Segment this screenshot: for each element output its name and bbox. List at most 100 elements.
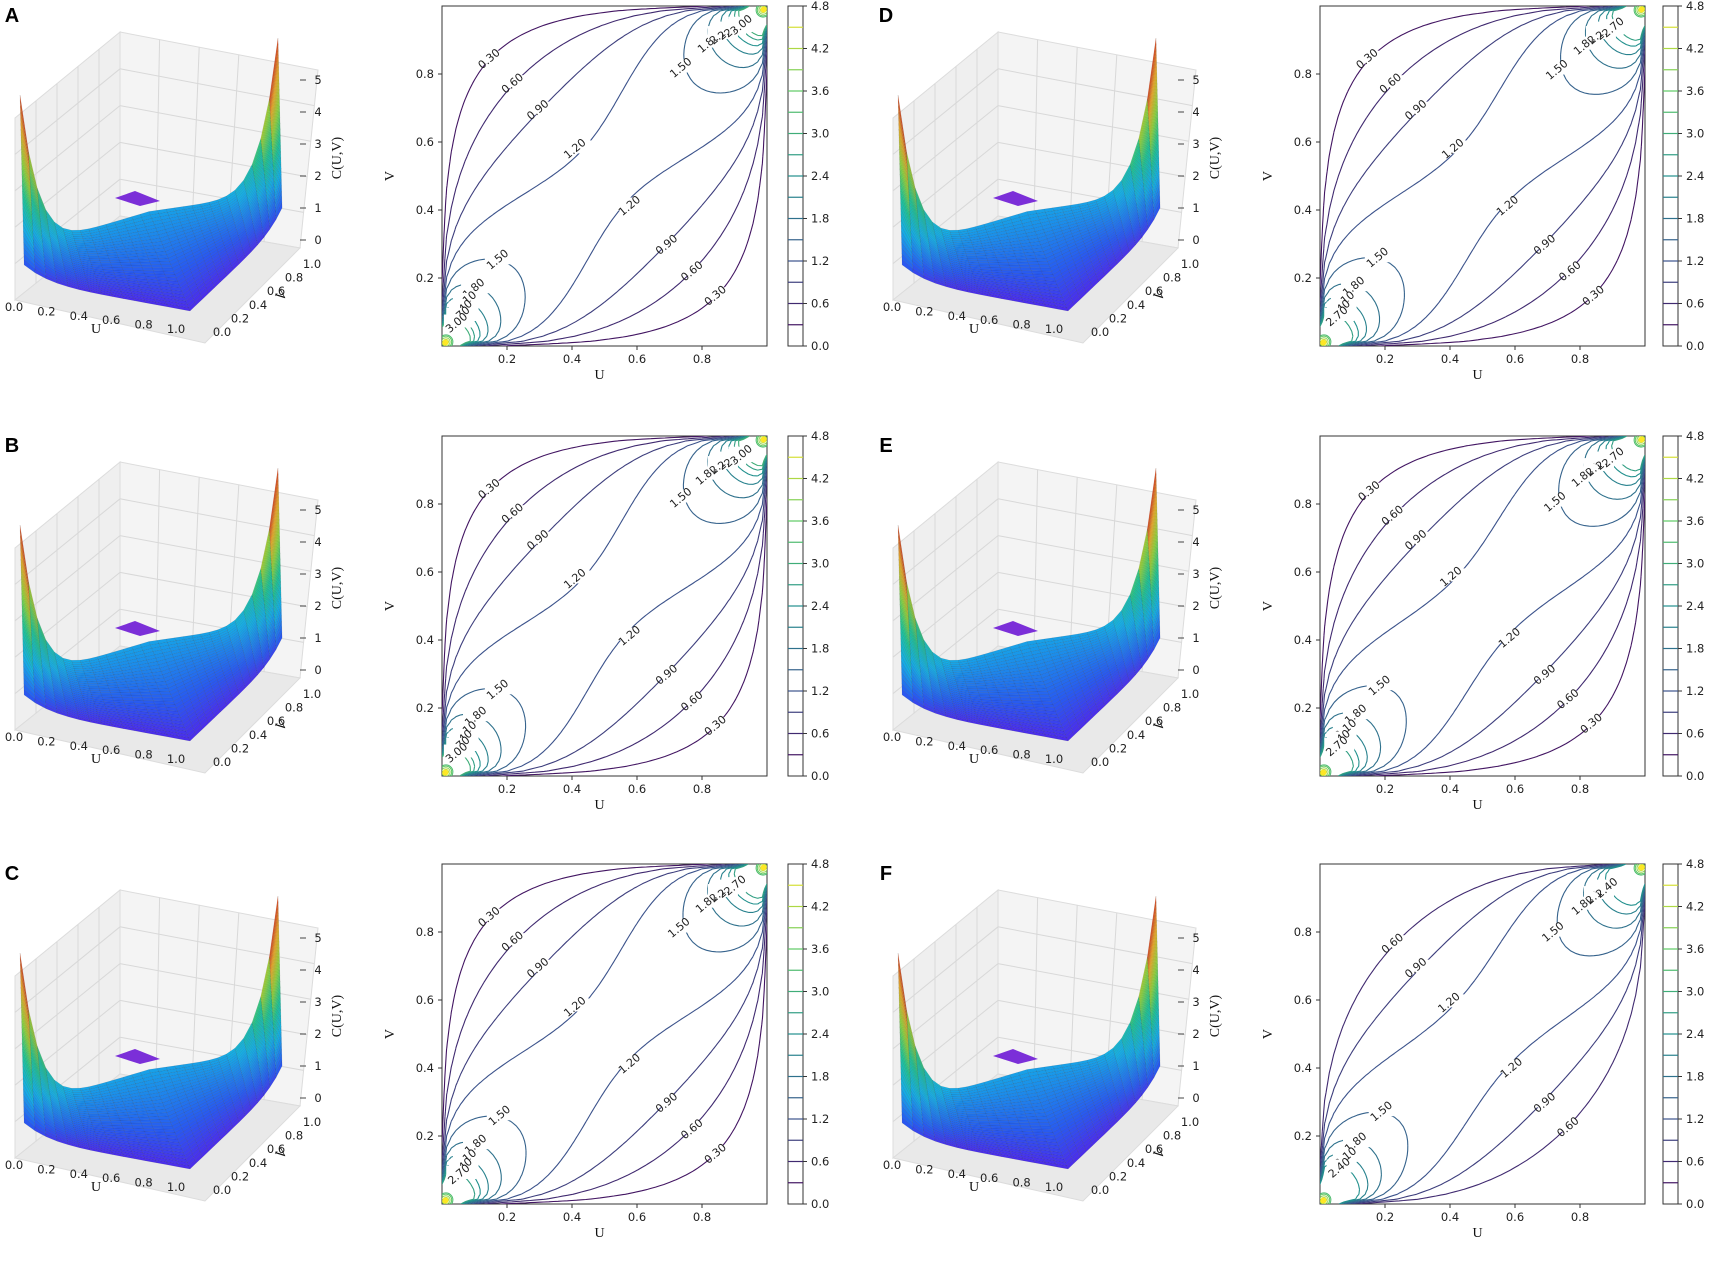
- colorbar-tick-label: 1.2: [811, 254, 829, 268]
- colorbar-tick-label: 1.8: [1686, 212, 1704, 226]
- surface-facet: [271, 94, 280, 144]
- surface-facet: [275, 190, 283, 212]
- surface-facet: [99, 690, 111, 693]
- surface-facet: [89, 257, 101, 261]
- surface-facet: [1008, 694, 1021, 698]
- colorbar-tick-label: 2.4: [811, 169, 829, 183]
- surface-facet: [271, 105, 280, 152]
- colorbar-tick-label: 0.0: [1686, 339, 1704, 353]
- surface-facet: [269, 37, 279, 103]
- contour-x-axis-label: U: [594, 368, 604, 383]
- z-tick-label: 5: [314, 931, 321, 945]
- surface-facet: [141, 267, 154, 272]
- surface-facet: [163, 700, 176, 705]
- y-tick-label: 0.4: [249, 1156, 267, 1170]
- surface-facet: [979, 264, 991, 268]
- contour-peak-ring: [755, 6, 767, 18]
- contour-line-0.60: [442, 6, 767, 346]
- surface-facet: [110, 1120, 122, 1124]
- surface-facet: [111, 694, 123, 698]
- contour-y-tick-label: 0.8: [416, 497, 434, 511]
- colorbar-tick-label: 2.4: [811, 599, 829, 613]
- surface-facet: [140, 694, 153, 698]
- surface-facet: [121, 694, 133, 698]
- surface-facet: [72, 664, 83, 667]
- surface-facet: [88, 685, 100, 689]
- panel-label: A: [5, 5, 19, 27]
- contour-x-tick-label: 0.8: [1571, 352, 1589, 366]
- colorbar-tick-label: 1.2: [811, 1112, 829, 1126]
- surface-facet: [1042, 273, 1055, 279]
- x-tick-label: 0.0: [5, 730, 23, 744]
- surface-facet: [966, 255, 978, 259]
- z-tick-label: 0: [1192, 233, 1199, 247]
- surface-facet: [129, 691, 142, 696]
- contour-y-tick-label: 0.2: [1294, 271, 1312, 285]
- colorbar-tick-label: 4.8: [811, 0, 829, 13]
- z-tick-label: 3: [314, 567, 321, 581]
- surface-facet: [1019, 697, 1032, 702]
- surface-facet: [966, 685, 978, 689]
- surface-facet: [131, 1125, 144, 1129]
- z-tick-label: 1: [1192, 201, 1199, 215]
- z-tick-label: 2: [314, 169, 321, 183]
- surface-facet: [153, 270, 166, 275]
- surface-facet: [1027, 261, 1040, 265]
- contour-peak-ring: [442, 335, 453, 346]
- surface-facet: [100, 262, 112, 266]
- surface-facet: [275, 196, 283, 216]
- y-tick-label: 0.2: [1109, 311, 1127, 325]
- contour-y-tick-label: 0.2: [416, 271, 434, 285]
- surface-facet: [988, 692, 1000, 696]
- surface-facet: [122, 1127, 135, 1132]
- colorbar-tick-label: 1.8: [811, 212, 829, 226]
- x-tick-label: 0.6: [102, 313, 120, 327]
- surface-facet: [1000, 699, 1013, 704]
- surface-facet: [73, 236, 84, 239]
- surface-facet: [133, 270, 145, 274]
- colorbar: 0.00.61.21.82.43.03.64.24.8: [787, 429, 829, 783]
- surface-facet: [270, 60, 279, 119]
- surface-facet: [150, 1122, 163, 1127]
- surface-facet: [1038, 264, 1051, 269]
- surface-facet: [121, 1125, 134, 1129]
- surface-facet: [130, 694, 143, 698]
- surface-facet: [977, 260, 989, 263]
- contour-peak-ring: [442, 337, 451, 346]
- surface-facet: [1000, 269, 1013, 274]
- surface-facet: [1018, 264, 1031, 268]
- x-tick-label: 0.4: [70, 309, 88, 323]
- surface-facet: [143, 700, 155, 705]
- surface-facet: [133, 1128, 145, 1132]
- colorbar-tick-label: 4.2: [811, 472, 829, 486]
- surface-facet: [88, 1113, 100, 1117]
- surface-facet: [87, 253, 99, 257]
- y-tick-label: 0.4: [249, 728, 267, 742]
- colorbar: 0.00.61.21.82.43.03.64.24.8: [1662, 0, 1704, 353]
- surface-facet: [1037, 691, 1050, 695]
- z-tick-label: 2: [1192, 169, 1199, 183]
- x-tick-label: 1.0: [167, 1180, 185, 1194]
- contour-x-tick-label: 0.2: [498, 352, 516, 366]
- z-tick-label: 3: [1192, 137, 1199, 151]
- surface-facet: [989, 694, 1001, 698]
- colorbar-tick-label: 0.0: [811, 339, 829, 353]
- surface-facet: [130, 264, 143, 268]
- surface-facet: [139, 1119, 152, 1124]
- panel-label: E: [879, 435, 892, 457]
- surface-facet: [99, 1118, 111, 1121]
- z-tick-label: 0: [314, 1091, 321, 1105]
- y-tick-label: 0.4: [249, 298, 267, 312]
- contour-y-axis-label: V: [383, 601, 398, 611]
- surface-facet: [273, 139, 281, 176]
- surface-facet: [1019, 267, 1032, 272]
- surface-facet: [161, 697, 174, 702]
- contour-peak-high: [760, 864, 767, 871]
- surface-facet: [139, 691, 152, 696]
- x-tick-label: 0.2: [915, 304, 933, 318]
- surface-facet: [164, 703, 177, 709]
- surface-facet: [1011, 700, 1023, 704]
